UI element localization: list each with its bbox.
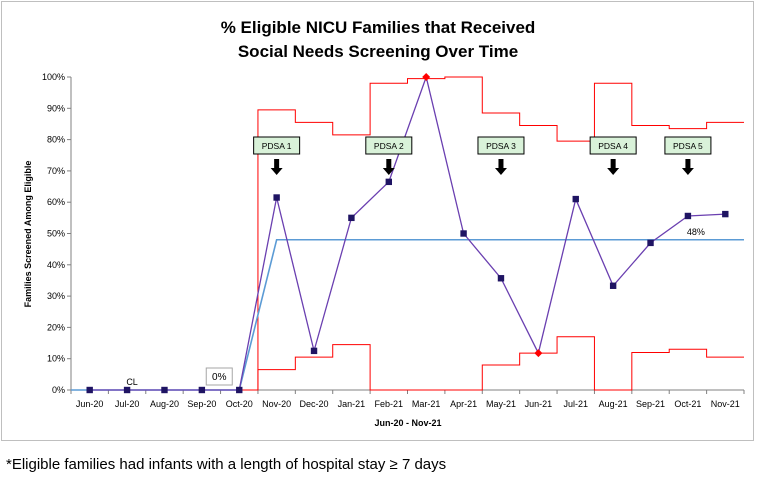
pdsa-label-box <box>589 136 637 155</box>
center-line-value-label: 48% <box>687 227 705 237</box>
chart-frame: % Eligible NICU Families that Received S… <box>1 1 754 441</box>
x-tick-label: Apr-21 <box>450 399 477 409</box>
x-tick-label: Dec-20 <box>300 399 329 409</box>
highlight-data-point <box>422 73 431 81</box>
pdsa-label: PDSA 2 <box>374 141 404 151</box>
data-point <box>273 194 280 201</box>
x-tick-label: Jun-21 <box>525 399 553 409</box>
chart-title-line-1: % Eligible NICU Families that Received <box>221 18 536 37</box>
data-point <box>123 386 131 394</box>
center-line <box>71 238 744 391</box>
y-tick-label: 50% <box>47 229 65 239</box>
data-point <box>609 282 617 289</box>
x-tick-label: May-21 <box>486 399 516 409</box>
control-chart: % Eligible NICU Families that Received S… <box>23 18 745 428</box>
pdsa-label-box <box>253 136 301 155</box>
x-tick-label: Feb-21 <box>375 399 404 409</box>
pdsa-label: PDSA 1 <box>262 141 292 151</box>
y-axis-label: Families Screened Among Eligible <box>23 161 33 308</box>
data-point <box>86 386 93 394</box>
highlight-data-point <box>534 349 543 358</box>
x-tick-label: Sep-20 <box>187 399 216 409</box>
cl-label: CL <box>126 377 138 387</box>
y-tick-label: 60% <box>47 197 65 207</box>
data-point <box>348 214 355 222</box>
pdsa-label-box <box>477 136 525 155</box>
y-tick-label: 30% <box>47 291 65 301</box>
upper-control-limit-line <box>71 76 744 391</box>
pdsa-label: PDSA 5 <box>673 141 703 151</box>
data-point <box>460 230 467 237</box>
series-line <box>89 74 726 391</box>
x-tick-label: Sep-21 <box>636 399 665 409</box>
data-point <box>647 239 654 247</box>
pdsa-label: PDSA 4 <box>598 141 628 151</box>
chart-title-line-2: Social Needs Screening Over Time <box>238 42 518 61</box>
lower-control-limit-line <box>71 336 744 391</box>
data-point <box>310 347 318 355</box>
y-tick-label: 70% <box>47 166 65 176</box>
pdsa-arrow-icon <box>382 159 395 175</box>
x-tick-label: Aug-20 <box>150 399 179 409</box>
x-tick-label: Oct-20 <box>226 399 253 409</box>
x-axis-label: Jun-20 - Nov-21 <box>374 418 441 428</box>
y-tick-label: 100% <box>42 72 65 82</box>
x-tick-label: Jan-21 <box>338 399 366 409</box>
data-point <box>385 178 393 186</box>
y-tick-label: 40% <box>47 260 65 270</box>
x-tick-label: Nov-20 <box>262 399 291 409</box>
data-point <box>198 386 206 394</box>
pdsa-arrow-icon <box>270 159 283 175</box>
data-point <box>572 195 579 203</box>
x-tick-label: Jul-21 <box>563 399 588 409</box>
y-tick-label: 10% <box>47 354 65 364</box>
y-tick-label: 0% <box>52 385 65 395</box>
x-tick-label: Oct-21 <box>674 399 701 409</box>
x-tick-label: Aug-21 <box>599 399 628 409</box>
pdsa-label-box <box>365 136 413 155</box>
y-tick-label: 20% <box>47 322 65 332</box>
pdsa-arrow-icon <box>607 159 620 175</box>
pdsa-arrow-icon <box>494 159 507 175</box>
baseline-label: 0% <box>212 372 227 383</box>
data-point <box>161 386 168 394</box>
footnote: *Eligible families had infants with a le… <box>6 456 447 473</box>
pdsa-arrow-icon <box>681 159 694 175</box>
pdsa-label: PDSA 3 <box>486 141 516 151</box>
y-tick-label: 80% <box>47 135 65 145</box>
data-point <box>497 275 505 282</box>
y-tick-label: 90% <box>47 103 65 113</box>
x-tick-label: Jul-20 <box>115 399 140 409</box>
plot-area: 0% 10% 20% 30% 40% 50% 60% 70% 80% 90% 100% Jun-20 J… <box>42 72 745 409</box>
data-point <box>236 386 243 394</box>
x-tick-label: Nov-21 <box>711 399 740 409</box>
baseline-label-box <box>205 367 233 386</box>
pdsa-label-box <box>664 136 712 155</box>
data-point <box>684 212 692 220</box>
data-point <box>722 210 729 218</box>
x-tick-label: Jun-20 <box>76 399 104 409</box>
x-tick-label: Mar-21 <box>412 399 441 409</box>
